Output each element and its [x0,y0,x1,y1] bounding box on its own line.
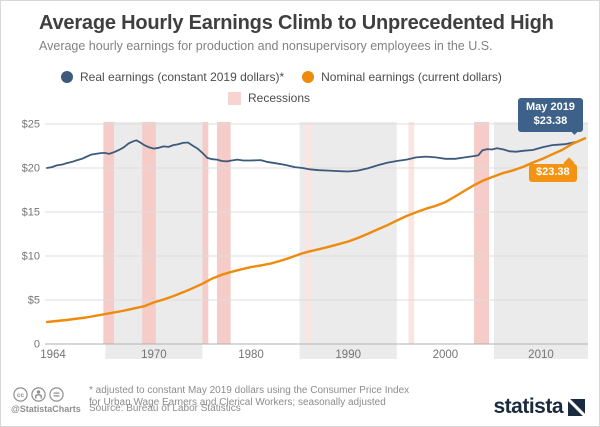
callout-value: $23.38 [536,166,570,178]
statista-square-icon [568,398,585,416]
nominal-earnings-dot-icon [302,71,315,83]
x-tick-label: 2010 [528,349,554,361]
statista-logo: statista [493,395,585,419]
real-earnings-dot-icon [61,71,73,83]
statista-charts-handle: @StatistaCharts [11,404,81,414]
y-tick-label: $15 [22,207,40,219]
recession-band [408,122,415,344]
recession-band [142,122,156,344]
y-tick-label: 0 [34,339,40,351]
decade-band [493,122,588,359]
recession-band [103,122,115,344]
y-tick-label: $5 [28,295,40,307]
y-tick-label: $10 [22,251,40,263]
legend-item-nominal: Nominal earnings (current dollars) [302,70,502,84]
y-tick-label: $25 [22,119,40,131]
legend-item-real: Real earnings (constant 2019 dollars)* [61,70,284,84]
x-tick-label: 1970 [141,349,167,361]
legend-nominal-label: Nominal earnings (current dollars) [321,70,502,84]
legend: Real earnings (constant 2019 dollars)* N… [61,70,502,84]
y-tick-label: $20 [22,163,40,175]
legend-real-label: Real earnings (constant 2019 dollars)* [80,70,285,84]
page-title: Average Hourly Earnings Climb to Unprece… [39,12,554,34]
legend-recessions: Recessions [228,91,310,105]
recession-band [202,122,209,344]
footnote: * adjusted to constant May 2019 dollars … [89,385,409,408]
page-subtitle: Average hourly earnings for production a… [39,39,493,53]
real-earnings-line [46,137,586,173]
recession-swatch-icon [228,91,241,105]
legend-recessions-label: Recessions [248,91,311,105]
cc-license-icons: cc [13,387,64,402]
recession-band [217,122,231,344]
source-note: Source: Bureau of Labor Statistics [89,403,241,414]
nominal-earnings-callout: $23.38 [529,164,577,182]
no-derivatives-icon [49,387,64,402]
svg-text:cc: cc [17,392,25,399]
x-tick-label: 1990 [335,349,361,361]
x-tick-label: 1964 [40,349,66,361]
footnote-line-2: for Urban Wage Earners and Clerical Work… [89,396,386,408]
nominal-earnings-line [45,137,587,324]
cc-icon: cc [13,387,28,402]
callout-value: $23.38 [533,114,568,127]
recession-band [305,122,312,344]
footnote-line-1: * adjusted to constant May 2019 dollars … [89,385,410,396]
real-earnings-callout: May 2019 $23.38 [518,98,583,132]
x-tick-label: 1980 [238,349,264,361]
attribution-icon [31,387,46,402]
callout-date: May 2019 [526,101,575,113]
statista-logo-text: statista [493,395,563,418]
recession-band [474,122,490,344]
x-tick-label: 2000 [433,349,459,361]
